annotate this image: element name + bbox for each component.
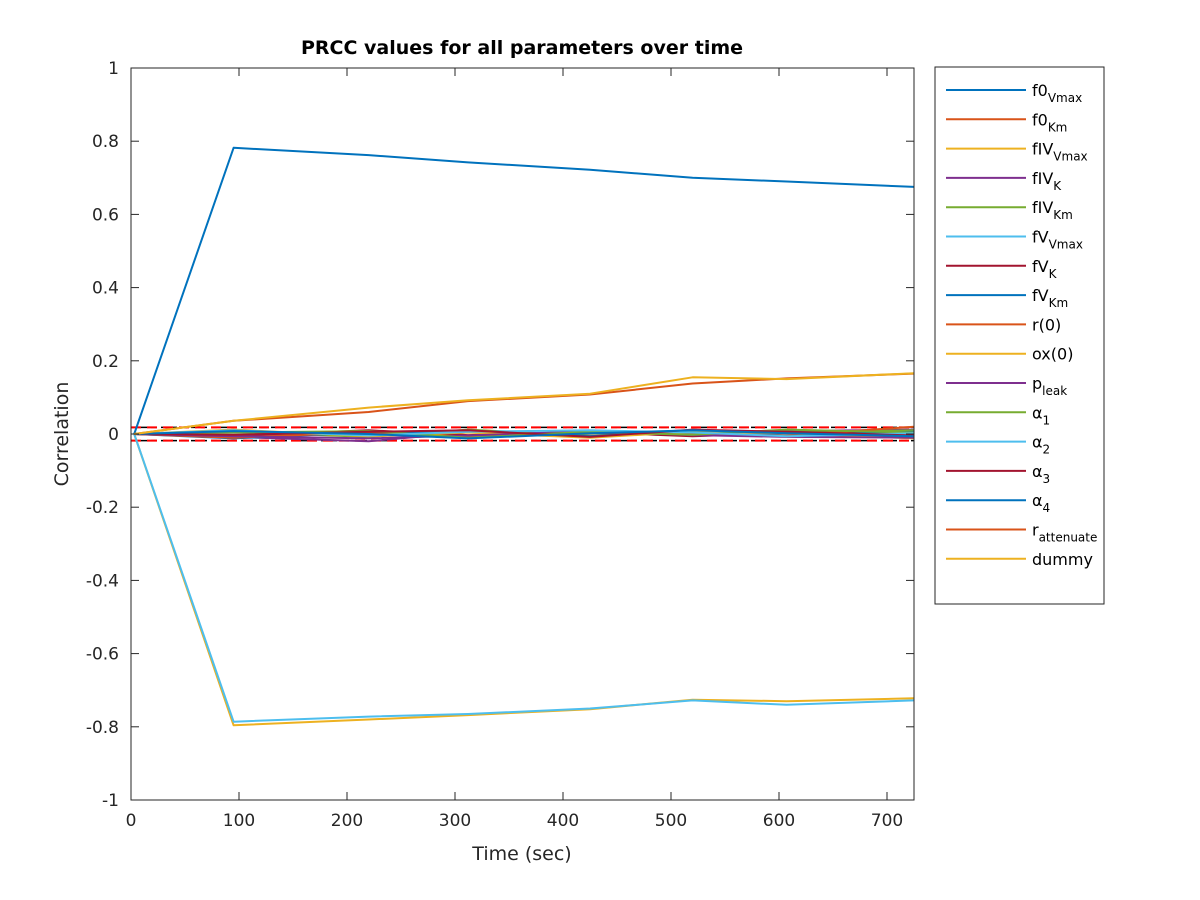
legend-entry-subscript: Vmax [1053, 150, 1087, 164]
x-axis-ticks: 0 100 200 300 400 500 600 700 [126, 68, 903, 831]
y-tick-label: 0.4 [92, 279, 119, 299]
legend-entry-name: f0 [1032, 81, 1048, 100]
legend-entry: dummy [1032, 550, 1093, 569]
legend-entry: f0Vmax [1032, 81, 1082, 105]
legend-entry-subscript: Km [1048, 120, 1068, 134]
y-tick-label: -0.4 [86, 571, 119, 591]
x-tick-label: 500 [655, 811, 687, 831]
x-tick-label: 200 [331, 811, 363, 831]
legend-entry-name: fIV [1032, 169, 1053, 188]
x-tick-label: 100 [223, 811, 255, 831]
legend-entry-subscript: Vmax [1049, 238, 1083, 252]
y-tick-label: -0.8 [86, 718, 119, 738]
legend-entry-subscript: K [1049, 267, 1058, 281]
legend-entry: α4 [1032, 491, 1050, 515]
legend-entry: fIVKm [1032, 198, 1073, 222]
x-tick-label: 0 [126, 811, 137, 831]
y-axis-ticks: -1 -0.8 -0.6 -0.4 -0.2 0 0.2 0.4 0.6 0.8 1 [86, 59, 914, 811]
legend-entry-name: α [1032, 491, 1043, 510]
legend-entry: fVK [1032, 257, 1058, 281]
legend-entry: α3 [1032, 462, 1050, 486]
legend-entry: fVVmax [1032, 228, 1083, 252]
legend-entry: α1 [1032, 403, 1050, 427]
legend-entry-name: fV [1032, 228, 1049, 247]
legend-entry-subscript: K [1053, 179, 1062, 193]
legend-entry: rattenuate [1032, 521, 1097, 545]
y-tick-label: -0.6 [86, 645, 119, 665]
y-tick-label: -0.2 [86, 498, 119, 518]
legend-entry-name: α [1032, 462, 1043, 481]
y-tick-label: 0.6 [92, 205, 119, 225]
legend-entry: fIVK [1032, 169, 1062, 193]
legend-entry-name: α [1032, 403, 1043, 422]
legend-entry-name: fIV [1032, 140, 1053, 159]
legend-entry: fVKm [1032, 286, 1068, 310]
legend-entry: r(0) [1032, 315, 1061, 334]
legend-entry-name: f0 [1032, 110, 1048, 129]
legend-entry: pleak [1032, 374, 1067, 398]
series-line [134, 428, 915, 438]
series-line [134, 429, 915, 440]
legend-entry-name: r [1032, 521, 1039, 540]
legend-entry-subscript: Km [1053, 208, 1073, 222]
legend-entry-name: fV [1032, 257, 1049, 276]
x-tick-label: 600 [763, 811, 795, 831]
legend-entry-subscript: Vmax [1048, 91, 1082, 105]
x-tick-label: 400 [547, 811, 579, 831]
legend-entry-subscript: 3 [1043, 472, 1051, 486]
legend-entry: ox(0) [1032, 345, 1073, 364]
series-lines [133, 146, 915, 727]
legend-entry-name: fV [1032, 286, 1049, 305]
legend-entry: f0Km [1032, 110, 1067, 134]
legend-entry-name: p [1032, 374, 1042, 393]
reference-lines [131, 426, 914, 442]
series-line [134, 372, 915, 435]
y-tick-label: 1 [108, 59, 119, 79]
legend-entry-subscript: 2 [1043, 443, 1051, 457]
legend-entry-name: α [1032, 433, 1043, 452]
legend-entry-subscript: 1 [1043, 413, 1051, 427]
y-tick-label: 0.2 [92, 352, 119, 372]
y-tick-label: 0.8 [92, 132, 119, 152]
x-axis-label: Time (sec) [471, 843, 571, 865]
legend-entry-subscript: leak [1042, 384, 1067, 398]
x-tick-label: 700 [871, 811, 903, 831]
legend-entry-name: r(0) [1032, 315, 1061, 334]
x-tick-label: 300 [439, 811, 471, 831]
legend-box [934, 66, 1105, 605]
legend-entry-subscript: Km [1049, 296, 1069, 310]
legend-entry: fIVVmax [1032, 140, 1088, 164]
y-tick-label: 0 [108, 425, 119, 445]
series-line [133, 433, 915, 723]
chart-title: PRCC values for all parameters over time [301, 37, 743, 59]
legend-entry-subscript: attenuate [1039, 531, 1098, 545]
legend-entry-name: fIV [1032, 198, 1053, 217]
legend-entry-name: dummy [1032, 550, 1093, 569]
y-tick-label: -1 [102, 791, 119, 811]
series-line [133, 146, 915, 435]
legend-entry-subscript: 4 [1043, 501, 1051, 515]
legend-entry: α2 [1032, 433, 1050, 457]
legend-entry-name: ox(0) [1032, 345, 1073, 364]
y-axis-label: Correlation [51, 382, 73, 487]
legend: f0Vmaxf0KmfIVVmaxfIVKfIVKmfVVmaxfVKfVKmr… [934, 66, 1105, 605]
